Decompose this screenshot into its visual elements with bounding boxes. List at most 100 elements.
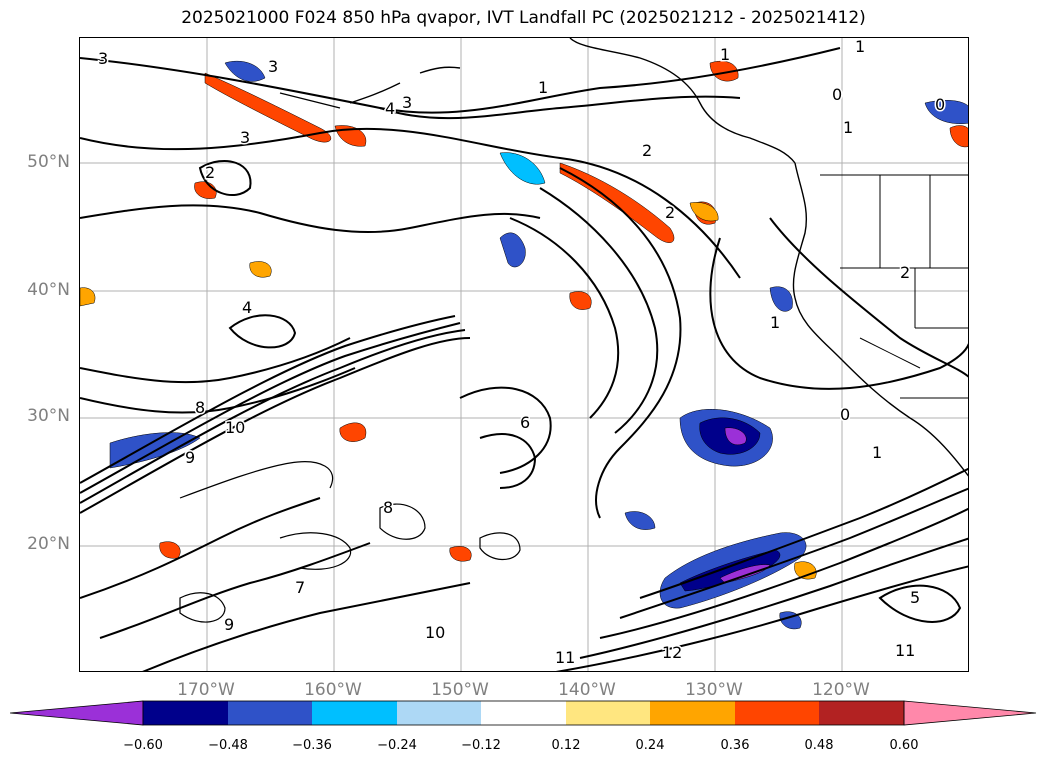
contour-label: 2 xyxy=(205,163,215,182)
contour-upper-3 xyxy=(80,204,541,233)
coast-west-us xyxy=(794,297,968,477)
coast-islands xyxy=(419,66,461,74)
colorbar-tick: 0.48 xyxy=(804,738,834,753)
contour-thin-5 xyxy=(479,532,521,561)
map-title: 2025021000 F024 850 hPa qvapor, IVT Land… xyxy=(181,8,866,28)
contour-trough-1 xyxy=(559,167,682,519)
qvapor-positive-fills xyxy=(80,60,968,580)
contour-label: 0 xyxy=(840,405,850,424)
contour-label: 1 xyxy=(770,313,780,332)
neg-blob-center-peak xyxy=(724,427,747,446)
neg-blob-nw xyxy=(224,60,266,82)
contour-label: 12 xyxy=(662,643,682,662)
contour-label: 8 xyxy=(383,498,393,517)
colorbar-tick: −0.24 xyxy=(377,738,417,753)
contour-ridge-2 xyxy=(769,217,968,378)
lon-label-140w: 140°W xyxy=(558,680,616,700)
neg-blob-coast xyxy=(769,286,793,312)
contour-jet-3 xyxy=(80,322,461,494)
lon-label-130w: 130°W xyxy=(685,680,743,700)
colorbar-tick: 0.60 xyxy=(889,738,919,753)
qvapor-negative-fills xyxy=(109,60,968,630)
coast-alaska xyxy=(569,38,796,164)
contour-label: 11 xyxy=(555,648,575,667)
pos-blob-w3 xyxy=(80,287,96,307)
contour-label: 10 xyxy=(225,418,245,437)
colorbar-svg xyxy=(9,700,1037,726)
contour-label: 1 xyxy=(872,443,882,462)
contour-label: 7 xyxy=(295,578,305,597)
contour-label: 1 xyxy=(720,45,730,64)
neg-blob-s2 xyxy=(624,511,656,530)
contour-label: 9 xyxy=(224,615,234,634)
contour-label: 4 xyxy=(242,298,252,317)
contour-label: 1 xyxy=(538,78,548,97)
colorbar-segment xyxy=(819,701,904,725)
contour-label: 1 xyxy=(855,38,865,56)
map-canvas: 3 3 3 3 4 1 1 1 0 0 1 1 2 2 2 2 4 9 10 8… xyxy=(80,38,968,671)
contour-mid-2 xyxy=(479,433,537,489)
contour-label: 0 xyxy=(832,85,842,104)
lat-label-50n: 50°N xyxy=(27,152,70,172)
contour-south-2 xyxy=(619,487,968,619)
contour-label: 5 xyxy=(910,588,920,607)
contour-south-1 xyxy=(639,467,968,599)
contour-ridge-1 xyxy=(709,237,968,390)
pos-blob-w xyxy=(194,181,217,199)
colorbar-tick: −0.48 xyxy=(208,738,248,753)
pos-blob-mid xyxy=(569,291,592,310)
coastline xyxy=(279,38,968,477)
coast-aleutian-1 xyxy=(279,92,341,109)
pos-blob-sw1 xyxy=(339,422,367,442)
contour-label: 1 xyxy=(843,118,853,137)
contour-label: 9 xyxy=(185,448,195,467)
colorbar-segment xyxy=(228,701,312,725)
contour-label: 3 xyxy=(240,128,250,147)
colorbar-segment xyxy=(397,701,481,725)
lon-label-170w: 170°W xyxy=(177,680,235,700)
pos-band-north xyxy=(559,162,675,243)
lat-label-30n: 30°N xyxy=(27,406,70,426)
contour-label: 0 xyxy=(935,95,945,114)
colorbar-outline xyxy=(142,700,905,726)
neg-blob-large-south-peak xyxy=(719,564,771,584)
lon-label-150w: 150°W xyxy=(431,680,489,700)
colorbar-segment xyxy=(143,701,228,725)
colorbar-tick: −0.60 xyxy=(123,738,163,753)
contour-jet-4 xyxy=(80,315,456,484)
contour-thin-1 xyxy=(179,461,334,499)
contour-sw-3 xyxy=(142,582,471,671)
contour-thin-4 xyxy=(179,592,226,623)
pos-blob-w2 xyxy=(249,261,272,278)
contour-upper-2 xyxy=(80,127,741,279)
contour-south-5 xyxy=(555,565,968,671)
contour-trough-3 xyxy=(509,217,620,419)
contour-sw-2 xyxy=(99,542,371,639)
colorbar-segment xyxy=(650,701,735,725)
ivt-contours xyxy=(80,47,968,671)
border-state-6 xyxy=(859,337,921,369)
lat-label-40n: 40°N xyxy=(27,280,70,300)
lat-label-20n: 20°N xyxy=(27,534,70,554)
colorbar xyxy=(9,700,1037,728)
contour-label: 2 xyxy=(665,203,675,222)
colorbar-tick: 0.24 xyxy=(635,738,665,753)
colorbar-tick: 0.36 xyxy=(720,738,750,753)
ivt-contours-thin xyxy=(179,461,521,623)
contour-upper-1 xyxy=(80,47,841,114)
colorbar-tick: 0.12 xyxy=(551,738,581,753)
colorbar-tick: −0.12 xyxy=(461,738,501,753)
neg-blob-ne xyxy=(924,100,968,124)
contour-loop-2 xyxy=(198,159,252,197)
contour-thin-3 xyxy=(379,503,426,540)
pos-band-nw xyxy=(204,72,332,143)
contour-jet-2 xyxy=(80,329,466,504)
contour-mid-1 xyxy=(459,386,552,474)
colorbar-segment xyxy=(312,701,397,725)
colorbar-segment xyxy=(9,700,144,726)
neg-blob-trough xyxy=(499,232,526,268)
pos-blob-ne xyxy=(949,125,968,148)
contour-upper-4 xyxy=(379,95,741,120)
pos-blob-e xyxy=(689,202,719,222)
contour-label: 10 xyxy=(425,623,445,642)
